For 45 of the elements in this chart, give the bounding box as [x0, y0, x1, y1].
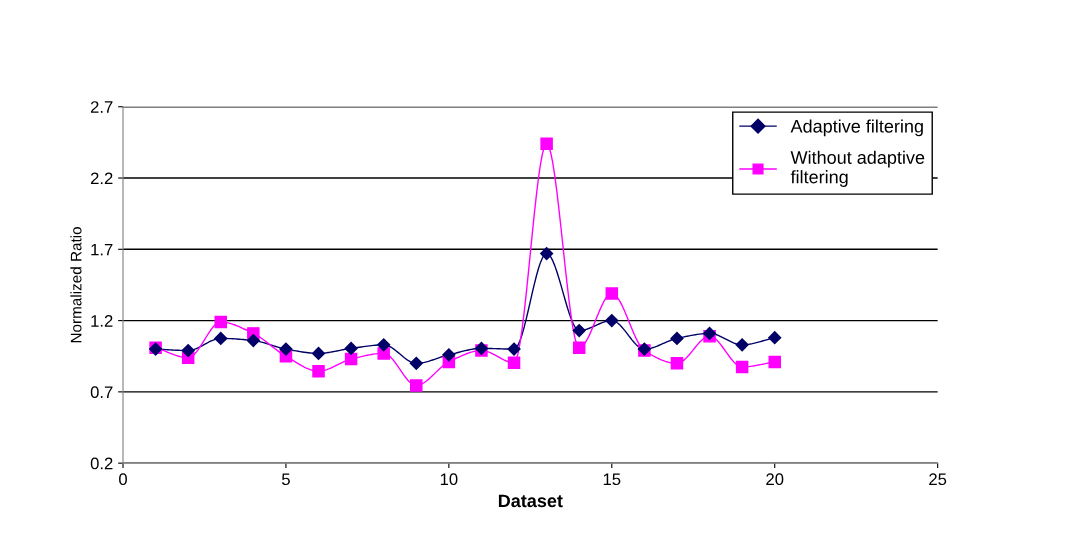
y-tick-label: 0.2	[90, 457, 113, 470]
point	[181, 343, 195, 358]
point	[572, 323, 586, 338]
point	[768, 355, 781, 369]
point	[507, 356, 521, 369]
point	[572, 341, 586, 354]
point	[410, 379, 423, 392]
point	[344, 341, 358, 355]
point	[605, 314, 619, 328]
x-tick-label: 10	[440, 473, 458, 486]
point	[540, 246, 554, 261]
x-tick-label: 0	[119, 473, 127, 486]
point	[246, 333, 260, 348]
x-tick-label: 20	[766, 473, 784, 486]
point	[670, 331, 684, 345]
x-tick-label: 5	[281, 473, 290, 486]
point	[735, 338, 749, 352]
point	[344, 352, 358, 366]
x-tick-label: 15	[603, 473, 621, 486]
point	[768, 331, 782, 345]
point	[214, 331, 228, 345]
y-tick-label: 2.2	[90, 172, 113, 185]
x-axis-title: Dataset	[498, 494, 563, 508]
y-tick-label: 0.7	[90, 386, 113, 399]
point	[409, 356, 423, 370]
point	[507, 342, 521, 356]
point	[377, 338, 391, 352]
point	[311, 346, 326, 360]
y-tick-label: 1.7	[91, 243, 113, 256]
y-tick-label: 2.7	[90, 101, 113, 113]
point	[312, 364, 325, 378]
point	[735, 360, 749, 374]
legend-label: Without adaptive filtering	[790, 150, 925, 187]
legend-label: Adaptive filtering	[790, 119, 923, 137]
point	[670, 357, 684, 370]
y-axis-title: Normalized Ratio	[70, 227, 82, 343]
point	[214, 315, 228, 329]
point	[540, 137, 553, 151]
point	[605, 287, 619, 300]
y-tick-label: 1.2	[91, 314, 113, 327]
point	[702, 326, 717, 341]
point	[279, 342, 293, 356]
point	[442, 348, 456, 362]
point	[377, 347, 390, 360]
x-tick-label: 25	[929, 473, 947, 486]
